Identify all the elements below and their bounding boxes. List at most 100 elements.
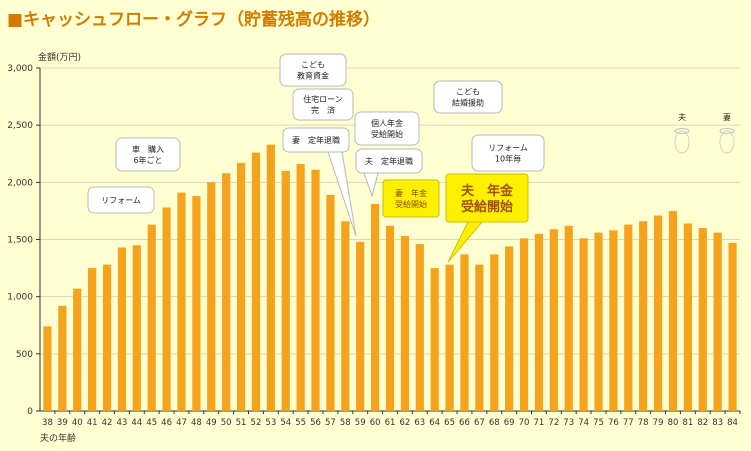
x-tick-label: 74 bbox=[578, 418, 589, 428]
bar bbox=[251, 152, 261, 411]
annotation-text: 10年毎 bbox=[495, 154, 521, 164]
x-tick-label: 79 bbox=[653, 418, 664, 428]
x-tick-label: 68 bbox=[489, 418, 500, 428]
x-tick-label: 69 bbox=[504, 418, 515, 428]
bar bbox=[177, 192, 186, 411]
x-tick-label: 66 bbox=[459, 418, 470, 428]
annotation-text: 受給開始 bbox=[461, 199, 513, 215]
x-tick-label: 73 bbox=[563, 418, 574, 428]
bar bbox=[132, 245, 141, 411]
bar bbox=[58, 305, 67, 411]
bar bbox=[326, 194, 335, 411]
y-tick-label: 500 bbox=[16, 350, 33, 360]
bar bbox=[371, 204, 380, 411]
bar bbox=[162, 207, 171, 411]
annotation-box bbox=[433, 80, 503, 114]
annotation-box bbox=[87, 186, 155, 214]
x-tick-label: 81 bbox=[682, 418, 693, 428]
x-tick-label: 51 bbox=[236, 418, 247, 428]
annotation-text: 完 済 bbox=[311, 105, 335, 115]
bar bbox=[668, 210, 678, 411]
x-tick-label: 44 bbox=[131, 418, 142, 428]
y-tick-labels: 0 500 1,000 1,500 2,000 2,500 3,000 bbox=[7, 64, 33, 417]
bar bbox=[43, 326, 52, 411]
x-tick-label: 62 bbox=[399, 418, 410, 428]
bar bbox=[266, 144, 275, 411]
x-tick-label: 61 bbox=[385, 418, 396, 428]
bar bbox=[519, 238, 529, 411]
chart-title: ■キャッシュフロー・グラフ（貯蓄残高の推移） bbox=[7, 9, 380, 30]
x-tick-label: 45 bbox=[146, 418, 157, 428]
x-tick-label: 64 bbox=[429, 418, 440, 428]
bar bbox=[609, 230, 618, 411]
x-tick-label: 57 bbox=[325, 418, 336, 428]
halo-icon bbox=[674, 128, 690, 134]
x-tick-label: 43 bbox=[117, 418, 128, 428]
bar bbox=[639, 221, 648, 411]
y-axis-label: 金額(万円) bbox=[38, 51, 81, 63]
bar bbox=[415, 244, 424, 411]
bar bbox=[534, 233, 544, 411]
x-tick-label: 48 bbox=[191, 418, 202, 428]
annotation-box bbox=[292, 88, 354, 121]
annotation-text: 個人年金 bbox=[371, 118, 403, 128]
annotation-text: 6年ごと bbox=[133, 155, 162, 165]
spirit-icon bbox=[674, 130, 690, 154]
bar bbox=[385, 225, 395, 411]
x-tick-label: 71 bbox=[534, 418, 545, 428]
x-tick-label: 41 bbox=[87, 418, 98, 428]
bar bbox=[147, 224, 156, 411]
x-tick-label: 63 bbox=[414, 418, 425, 428]
callout-pointer bbox=[363, 172, 379, 198]
bar bbox=[683, 223, 692, 411]
x-axis-label: 夫の年齢 bbox=[40, 432, 76, 444]
bar bbox=[490, 254, 499, 411]
annotation-box bbox=[115, 137, 181, 172]
bar bbox=[296, 164, 305, 411]
x-tick-label: 42 bbox=[102, 418, 113, 428]
x-tick-label: 53 bbox=[265, 418, 276, 428]
bar bbox=[594, 232, 603, 411]
annotation-text: 住宅ローン bbox=[303, 94, 343, 104]
x-tick-label: 52 bbox=[251, 418, 262, 428]
x-tick-label: 54 bbox=[280, 418, 291, 428]
x-tick-label: 39 bbox=[57, 418, 68, 428]
x-tick-label: 65 bbox=[444, 418, 455, 428]
bar bbox=[445, 264, 454, 411]
annotation-text: 夫 定年退職 bbox=[365, 156, 413, 166]
bar bbox=[713, 232, 722, 411]
marker-label: 夫 bbox=[678, 112, 686, 122]
x-tick-label: 38 bbox=[42, 418, 53, 428]
x-tick-label: 77 bbox=[623, 418, 634, 428]
x-tick-label: 47 bbox=[176, 418, 187, 428]
annotation-box bbox=[279, 53, 347, 87]
x-tick-label: 72 bbox=[548, 418, 559, 428]
bar bbox=[549, 229, 558, 411]
annotation-box bbox=[355, 148, 423, 174]
annotation-box bbox=[471, 134, 545, 172]
annotation-text: 教育資金 bbox=[297, 71, 329, 81]
x-tick-label: 78 bbox=[638, 418, 649, 428]
bar bbox=[236, 162, 246, 411]
annotation-text: 夫 年金 bbox=[461, 183, 514, 199]
x-tick-label: 56 bbox=[310, 418, 321, 428]
x-tick-label: 58 bbox=[340, 418, 351, 428]
x-tick-label: 46 bbox=[161, 418, 172, 428]
y-tick-label: 0 bbox=[27, 407, 33, 417]
bar bbox=[73, 288, 82, 411]
y-tick-label: 2,000 bbox=[7, 178, 33, 188]
x-tick-label: 50 bbox=[221, 418, 232, 428]
bar bbox=[475, 264, 484, 411]
bar bbox=[564, 225, 573, 411]
annotation-text: 受給開始 bbox=[395, 199, 427, 209]
bars bbox=[43, 144, 737, 411]
x-tick-label: 76 bbox=[608, 418, 619, 428]
bar bbox=[698, 228, 707, 411]
annotation-box bbox=[382, 179, 440, 218]
annotation-text: 車 購入 bbox=[132, 144, 164, 154]
y-tick-label: 1,500 bbox=[7, 236, 33, 246]
bar bbox=[117, 247, 127, 411]
x-tick-label: 75 bbox=[593, 418, 604, 428]
annotation-box bbox=[445, 173, 529, 223]
